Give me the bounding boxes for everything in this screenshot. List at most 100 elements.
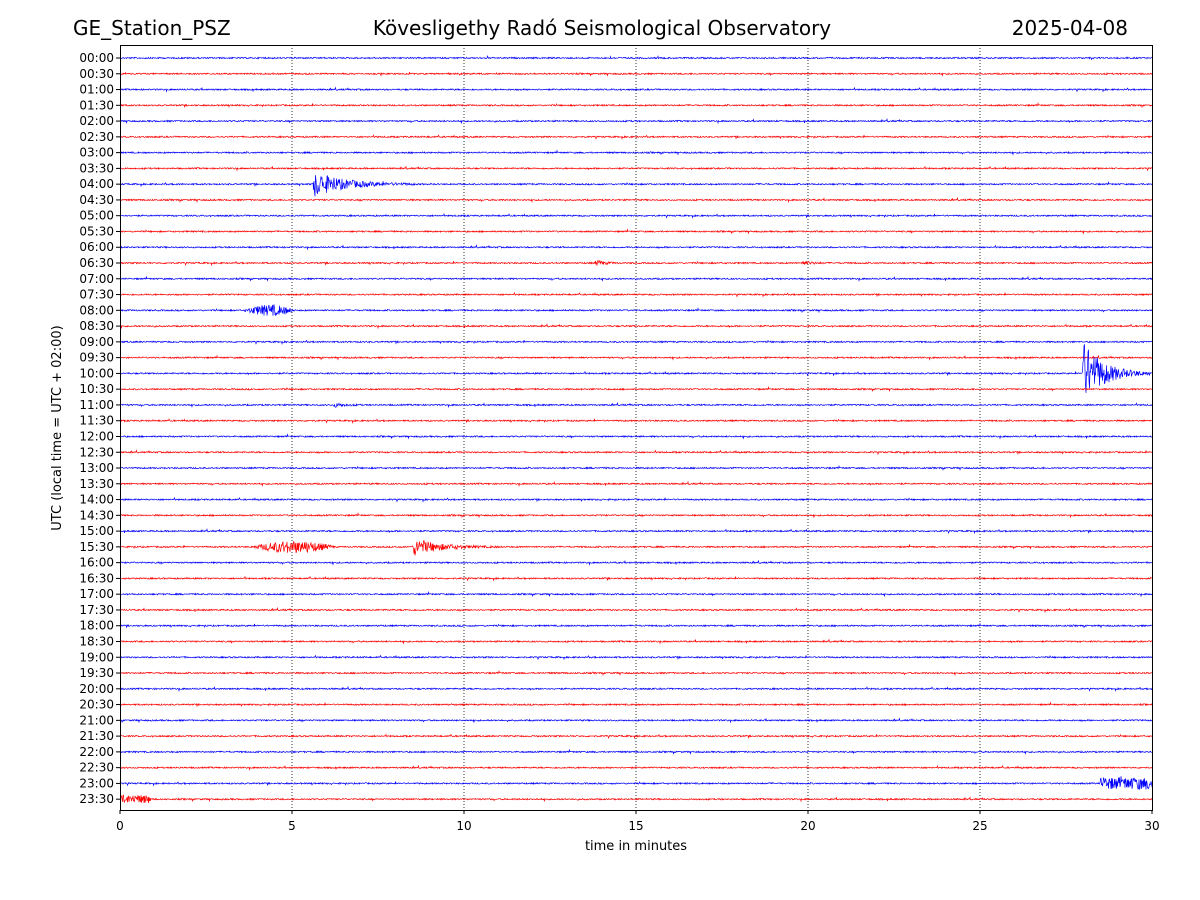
trace-0330	[119, 165, 1153, 172]
trace-1900	[119, 654, 1153, 661]
x-tick-label-4: 20	[800, 819, 815, 833]
trace-1130	[119, 418, 1153, 424]
y-tick-label-23: 11:30	[79, 414, 114, 428]
y-tick-label-17: 08:30	[79, 319, 114, 333]
trace-0230	[119, 134, 1153, 140]
trace-0700	[119, 275, 1153, 282]
y-tick-label-3: 01:30	[79, 98, 114, 112]
y-tick-label-33: 16:30	[79, 571, 114, 585]
trace-0830	[119, 323, 1153, 330]
y-tick-label-44: 22:00	[79, 745, 114, 759]
y-tick-label-4: 02:00	[79, 114, 114, 128]
trace-1000	[119, 344, 1153, 393]
trace-1300	[119, 464, 1153, 471]
y-tick-label-13: 06:30	[79, 256, 114, 270]
trace-1800	[119, 622, 1153, 629]
trace-0500	[119, 213, 1153, 219]
trace-0000	[119, 55, 1153, 61]
y-tick-label-6: 03:00	[79, 146, 114, 160]
trace-2230	[119, 764, 1153, 771]
y-tick-label-30: 15:00	[79, 524, 114, 538]
trace-0130	[119, 102, 1153, 109]
trace-0100	[119, 86, 1153, 93]
y-tick-label-39: 19:30	[79, 666, 114, 680]
y-tick-label-46: 23:00	[79, 776, 114, 790]
y-tick-label-14: 07:00	[79, 272, 114, 286]
x-tick-label-2: 10	[456, 819, 471, 833]
y-tick-label-37: 18:30	[79, 634, 114, 648]
trace-0630	[119, 259, 1153, 267]
trace-1530	[119, 540, 1153, 556]
y-tick-label-31: 15:30	[79, 540, 114, 554]
trace-0730	[119, 291, 1153, 298]
trace-0530	[119, 228, 1153, 235]
plot-frame	[120, 45, 1153, 811]
y-tick-label-24: 12:00	[79, 429, 114, 443]
trace-1030	[119, 385, 1153, 393]
x-tick-label-5: 25	[972, 819, 987, 833]
trace-0030	[119, 71, 1153, 77]
y-tick-label-22: 11:00	[79, 398, 114, 412]
y-tick-label-15: 07:30	[79, 288, 114, 302]
x-tick-label-3: 15	[628, 819, 643, 833]
y-tick-label-21: 10:30	[79, 382, 114, 396]
trace-2330	[119, 794, 1153, 804]
y-tick-label-42: 21:00	[79, 713, 114, 727]
y-tick-label-25: 12:30	[79, 445, 114, 459]
y-tick-label-45: 22:30	[79, 761, 114, 775]
x-axis-label: time in minutes	[585, 839, 687, 854]
y-tick-label-36: 18:00	[79, 619, 114, 633]
trace-2200	[119, 748, 1153, 755]
y-tick-label-38: 19:00	[79, 650, 114, 664]
trace-1730	[119, 606, 1153, 614]
trace-1930	[119, 669, 1153, 677]
trace-1400	[119, 496, 1153, 503]
y-tick-label-19: 09:30	[79, 351, 114, 365]
trace-0400	[119, 175, 1153, 197]
y-tick-label-5: 02:30	[79, 130, 114, 144]
trace-2300	[119, 776, 1153, 791]
y-tick-label-35: 17:30	[79, 603, 114, 617]
y-tick-label-12: 06:00	[79, 240, 114, 254]
y-tick-label-7: 03:30	[79, 161, 114, 175]
y-tick-label-40: 20:00	[79, 682, 114, 696]
y-axis-label: UTC (local time = UTC + 02:00)	[50, 325, 65, 530]
y-tick-label-20: 10:00	[79, 366, 114, 380]
y-tick-label-43: 21:30	[79, 729, 114, 743]
x-tick-label-1: 5	[288, 819, 296, 833]
trace-0430	[119, 196, 1153, 204]
y-tick-label-32: 16:00	[79, 556, 114, 570]
chart-title: Kövesligethy Radó Seismological Observat…	[373, 16, 831, 40]
trace-1100	[119, 401, 1153, 409]
y-tick-label-27: 13:30	[79, 477, 114, 491]
y-tick-label-10: 05:00	[79, 209, 114, 223]
trace-1700	[119, 590, 1153, 598]
y-tick-label-9: 04:30	[79, 193, 114, 207]
trace-1230	[119, 449, 1153, 456]
trace-2130	[119, 733, 1153, 740]
x-tick-labels: 0 5 10 15 20 25 30	[116, 810, 1160, 833]
trace-2000	[119, 685, 1153, 692]
y-tick-label-18: 09:00	[79, 335, 114, 349]
y-tick-label-34: 17:00	[79, 587, 114, 601]
trace-1630	[119, 575, 1153, 582]
y-tick-label-0: 00:00	[79, 51, 114, 65]
x-tick-label-6: 30	[1144, 819, 1159, 833]
y-tick-label-47: 23:30	[79, 792, 114, 806]
trace-2100	[119, 717, 1153, 724]
y-tick-label-29: 14:30	[79, 508, 114, 522]
trace-0600	[119, 244, 1153, 251]
trace-0930	[119, 354, 1153, 361]
trace-1430	[119, 512, 1153, 519]
x-tick-label-0: 0	[116, 819, 124, 833]
y-tick-label-16: 08:00	[79, 303, 114, 317]
y-tick-label-11: 05:30	[79, 224, 114, 238]
y-tick-label-8: 04:00	[79, 177, 114, 191]
y-tick-label-2: 01:00	[79, 83, 114, 97]
trace-1500	[119, 528, 1153, 535]
trace-0900	[119, 339, 1153, 345]
y-tick-label-28: 14:00	[79, 493, 114, 507]
